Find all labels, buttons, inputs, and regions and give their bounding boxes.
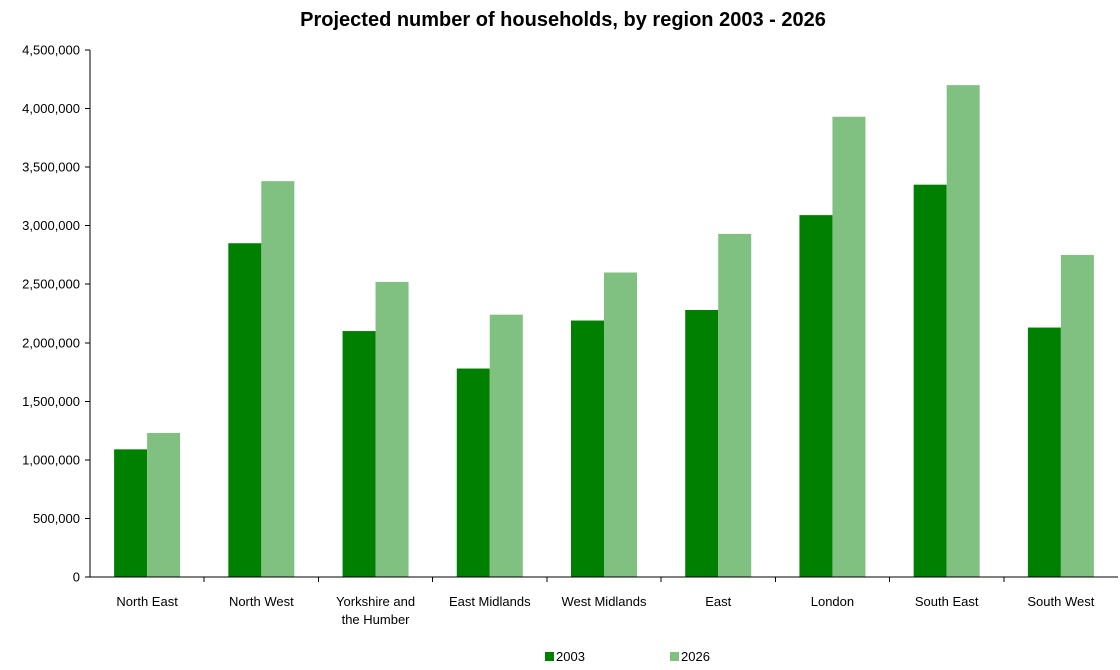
y-tick-label: 2,000,000 [22,335,80,350]
x-tick-label: West Midlands [561,594,647,609]
y-tick-label: 3,500,000 [22,160,80,175]
bar-2003-6 [799,215,833,578]
legend-label-2026: 2026 [681,649,710,664]
legend-swatch-2003 [545,652,554,661]
y-tick-label: 3,000,000 [22,218,80,233]
y-axis: 0 500,000 1,000,000 1,500,000 2,000,000 2,500… [22,43,91,585]
bar-2026-6 [832,116,866,578]
bar-2026-2 [375,281,409,577]
x-tick-label: North East [116,594,178,609]
bar-2026-4 [604,272,637,577]
bar-2026-0 [147,432,181,577]
bar-2003-5 [685,309,719,577]
y-tick-label: 500,000 [33,511,80,526]
bar-2026-1 [261,181,295,578]
y-tick-label: 4,500,000 [22,43,80,58]
y-tick-label: 1,000,000 [22,452,80,467]
bar-2003-0 [114,449,148,577]
x-tick-label: South East [915,594,979,609]
y-tick-label: 4,000,000 [22,101,80,116]
bar-2003-4 [571,320,604,577]
x-tick-label: East [705,594,731,609]
bar-2003-7 [913,184,947,577]
bar-2026-7 [946,85,980,577]
y-tick-label: 1,500,000 [22,394,80,409]
bar-2003-3 [456,368,490,577]
bar-2003-1 [228,243,262,577]
legend: 2003 2026 [545,649,710,664]
bar-2026-3 [489,314,523,577]
legend-label-2003: 2003 [556,649,585,664]
x-axis: North East North West Yorkshire and the Hum… [90,576,1118,627]
bar-2026-5 [718,233,752,577]
x-tick-label: North West [229,594,294,609]
x-tick-label: Yorkshire and the Humber [336,594,415,627]
x-tick-label: East Midlands [449,594,531,609]
bars-group [114,85,1094,578]
bar-2026-8 [1060,254,1094,577]
bar-2003-8 [1027,327,1061,577]
y-tick-label: 0 [73,570,80,585]
bar-2003-2 [342,331,376,577]
x-tick-label: South West [1027,594,1094,609]
legend-swatch-2026 [670,652,679,661]
chart-title: Projected number of households, by regio… [300,9,826,31]
x-tick-label: London [811,594,854,609]
y-tick-label: 2,500,000 [22,277,80,292]
